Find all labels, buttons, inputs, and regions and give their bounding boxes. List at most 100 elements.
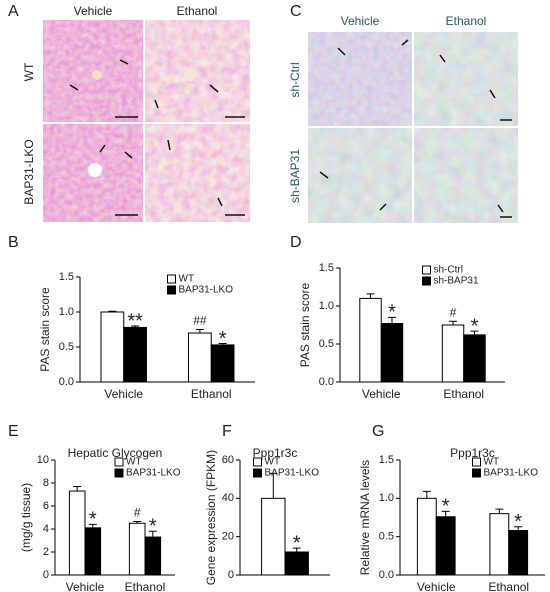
micrograph [145,20,250,122]
y-tick-label: 6 [43,500,49,512]
bar [84,527,102,576]
panel-label: C [290,3,302,20]
y-tick-label: 20 [222,531,234,543]
y-tick-label: 1.0 [59,306,74,318]
micrograph [145,124,250,222]
bar [210,344,235,383]
y-tick-label: 4 [43,523,49,535]
micrograph [414,128,518,223]
legend-label: BAP31-LKO [179,285,234,296]
chart-title: Ppp1r3c [450,446,495,460]
significance-label: * [219,328,227,350]
legend-label: sh-BAP31 [434,276,479,287]
bar [100,311,125,383]
panel-label: D [290,234,302,251]
y-tick-label: 0.0 [59,376,74,388]
significance-label: * [514,511,522,533]
error-bar [131,325,140,328]
bar [508,530,529,576]
significance-label: * [471,315,479,337]
legend-swatch [253,457,262,467]
micrograph [308,32,412,126]
y-tick-label: 60 [222,454,234,466]
significance-label: * [89,509,97,531]
x-tick-label: Ethanol [125,580,166,592]
significance-label: # [450,305,457,319]
error-bar [133,521,142,524]
panel-label: F [222,423,232,440]
row-label: sh-BAP31 [288,149,302,203]
y-tick-label: 8 [43,477,49,489]
significance-label: * [388,302,396,324]
y-tick-label: 0.0 [379,569,394,581]
y-tick-label: 1.0 [319,300,334,312]
significance-label: * [149,516,157,538]
y-tick-label: 1.5 [319,262,334,274]
column-label: Ethanol [177,4,218,18]
bar [359,297,382,383]
bar [416,497,437,576]
x-tick-label: Ethanol [488,580,529,592]
legend-swatch [253,468,262,478]
y-tick-label: 1.5 [59,271,74,283]
error-bar [387,316,396,324]
micrographs [43,20,518,223]
y-tick-label: 0.5 [319,338,334,350]
column-label: Vehicle [341,14,380,28]
significance-label: ## [193,314,207,328]
bar [68,490,86,576]
legend-swatch [422,265,431,275]
x-tick-label: Vehicle [417,580,456,592]
x-tick-label: Vehicle [66,580,105,592]
row-label: BAP31-LKO [22,139,36,204]
y-tick-label: 10 [37,454,49,466]
y-axis-label: (mg/g tissue) [19,483,33,552]
bar [261,497,286,576]
x-tick-label: Ethanol [191,387,232,401]
error-bar [514,526,523,531]
row-label: WT [22,62,36,81]
x-tick-label: Vehicle [362,387,401,401]
y-axis-label: Relative mRNA levels [358,460,372,575]
chart: 0 20 40 60 Gene expression (FPKM) Ppp1r3c * WTB… [204,446,330,585]
legend-swatch [472,457,481,467]
column-label: Ethanol [446,14,487,28]
chart: 0.0 0.5 1.0 1.5 PAS stain score Vehicle ** Etha… [38,271,255,401]
bar [188,332,212,383]
significance-label: # [134,506,141,520]
micrograph [43,20,143,122]
chart-title: Ppp1r3c [253,446,298,460]
panel-label: G [372,423,384,440]
error-bar [88,523,97,528]
y-axis-label: Gene expression (FPKM) [204,450,218,585]
y-tick-label: 0 [228,569,234,581]
error-bar [148,530,157,538]
bar [489,513,510,576]
x-tick-label: Vehicle [104,387,143,401]
legend-label: WT [179,274,195,285]
legend-label: sh-Ctrl [434,265,463,276]
chart-title: Hepatic Glycogen [68,446,163,460]
error-bar [441,510,450,517]
y-tick-label: 1.0 [379,492,394,504]
bar [441,324,465,383]
legend-label: WT [265,457,281,468]
x-tick-label: Ethanol [443,387,484,401]
bar [123,326,147,383]
significance-label: * [293,532,301,554]
legend-swatch [422,276,431,286]
bar [380,322,404,383]
error-bar [269,472,278,499]
panel-label: A [8,3,19,20]
legend-swatch [114,457,124,467]
y-tick-label: 0 [43,569,49,581]
significance-label: ** [127,310,143,332]
error-bar [195,329,204,333]
y-tick-label: 0.5 [379,531,394,543]
error-bar [470,330,479,335]
error-bar [292,547,301,552]
bar [144,536,162,576]
error-bar [495,508,504,514]
y-tick-label: 0.0 [319,376,334,388]
